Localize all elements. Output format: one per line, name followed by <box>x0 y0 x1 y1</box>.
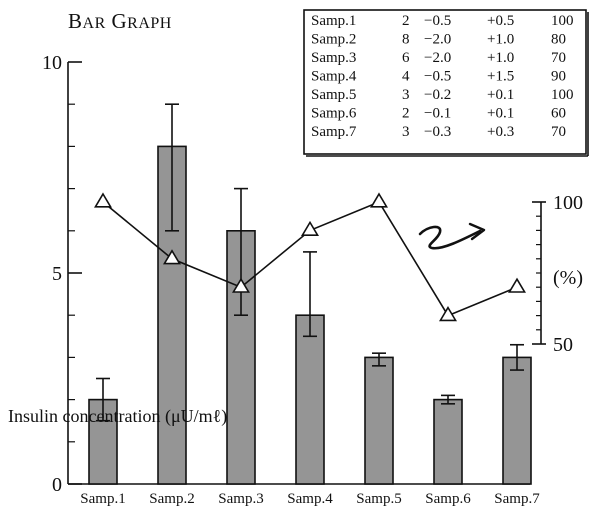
squiggle-arrow-path <box>418 225 482 250</box>
data-table-cell: −0.2 <box>424 87 451 103</box>
category-label: Samp.5 <box>356 491 401 507</box>
title-cap: G <box>112 9 128 33</box>
data-table-cell: Samp.7 <box>311 124 357 140</box>
data-table-cell: +0.1 <box>487 106 514 122</box>
data-table-cell: Samp.3 <box>311 50 356 66</box>
data-table-cell: +0.1 <box>487 87 514 103</box>
data-table-cell: −2.0 <box>424 32 451 48</box>
data-table: Samp.1 2 −0.5 +0.5 100 Samp.2 8 −2.0 +1.0 80 Samp.… <box>303 9 589 157</box>
category-label: Samp.3 <box>218 491 263 507</box>
data-table-cell: 8 <box>402 32 410 48</box>
data-table-cell: Samp.4 <box>311 69 357 85</box>
data-table-cell: +1.0 <box>487 32 514 48</box>
category-label: Samp.7 <box>494 491 540 507</box>
triangle-marker <box>231 277 251 293</box>
data-table-cell: 70 <box>551 50 566 66</box>
data-table-cell: −0.5 <box>424 69 451 85</box>
data-table-cell: Samp.5 <box>311 87 356 103</box>
chart-title: BAR GRAPH <box>68 9 172 33</box>
bar <box>502 356 532 485</box>
squiggle-arrow-head <box>468 222 486 241</box>
data-table-cell: +1.0 <box>487 50 514 66</box>
data-table-cell: 3 <box>402 87 410 103</box>
data-table-cell: Samp.2 <box>311 32 356 48</box>
category-label: Samp.2 <box>149 491 194 507</box>
data-table-cell: −2.0 <box>424 50 451 66</box>
bar <box>295 314 325 485</box>
data-table-cell: 70 <box>551 124 566 140</box>
data-table-cell: Samp.1 <box>311 13 356 29</box>
title-smallcaps: AR <box>83 15 106 32</box>
category-label: Samp.6 <box>425 491 471 507</box>
data-table-cell: 3 <box>402 124 410 140</box>
category-label: Samp.4 <box>287 491 333 507</box>
data-table-cell: −0.1 <box>424 106 451 122</box>
data-table-cell: −0.3 <box>424 124 451 140</box>
triangle-marker <box>507 277 527 293</box>
data-table-cell: −0.5 <box>424 13 451 29</box>
bar <box>88 398 118 485</box>
data-table-cell: 80 <box>551 32 566 48</box>
data-table-cell: +0.3 <box>487 124 514 140</box>
triangle-marker <box>93 192 113 208</box>
title-smallcaps: RAPH <box>127 15 172 32</box>
bar <box>433 398 463 485</box>
category-label: Samp.1 <box>80 491 125 507</box>
category-labels: Samp.1 Samp.2 Samp.3 Samp.4 Samp.5 Samp.6 Samp… <box>80 491 540 507</box>
percent-line-series <box>93 192 527 322</box>
data-table-cell: 90 <box>551 69 566 85</box>
left-y-ticks: 0 5 10 <box>42 52 82 496</box>
right-tick-label: 100 <box>553 192 583 214</box>
triangle-marker <box>369 192 389 208</box>
triangle-marker <box>438 306 458 322</box>
data-table-cell: 6 <box>402 50 410 66</box>
right-tick-label: 50 <box>553 334 573 356</box>
y-tick-label: 0 <box>52 474 62 496</box>
data-table-cell: Samp.6 <box>311 106 357 122</box>
y-tick-label: 5 <box>52 263 62 285</box>
data-table-cell: 100 <box>551 13 574 29</box>
data-table-cell: +1.5 <box>487 69 514 85</box>
percent-unit-label: (%) <box>553 267 583 289</box>
triangle-marker <box>162 249 182 265</box>
data-table-cell: +0.5 <box>487 13 514 29</box>
bar <box>364 356 394 485</box>
right-y-ticks: 50 100 <box>532 192 583 356</box>
y-tick-label: 10 <box>42 52 62 74</box>
error-bars <box>96 103 524 422</box>
data-table-cell: 100 <box>551 87 574 103</box>
triangle-marker <box>300 220 320 236</box>
title-cap: B <box>68 9 83 33</box>
data-table-border <box>303 9 587 155</box>
data-table-cell: 2 <box>402 13 410 29</box>
squiggle-arrow-icon <box>418 222 486 250</box>
y-axis-label: Insulin concentration (μU/mℓ) <box>8 406 227 427</box>
data-table-cell: 60 <box>551 106 566 122</box>
data-table-cell: 4 <box>402 69 410 85</box>
data-table-cell: 2 <box>402 106 410 122</box>
